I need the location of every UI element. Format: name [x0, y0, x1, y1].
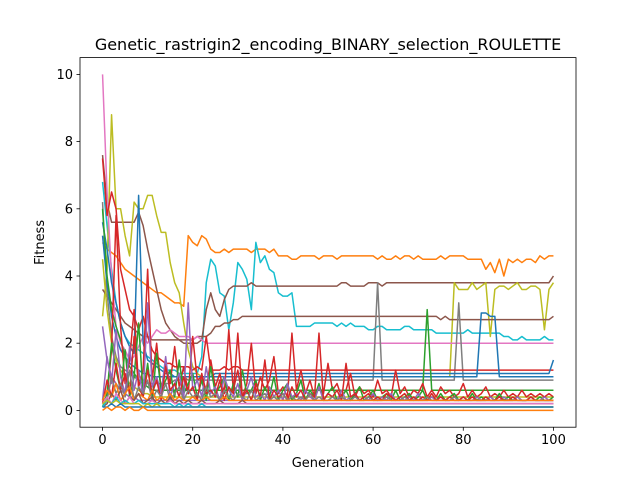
- series-line-6: [101, 74, 554, 361]
- series-layer: [101, 74, 555, 412]
- x-tick-label: 100: [541, 433, 566, 448]
- series-line-19: [101, 382, 554, 402]
- y-tick-label: 8: [65, 135, 73, 150]
- y-tick-label: 2: [65, 337, 73, 352]
- series-line-5: [101, 289, 554, 341]
- y-tick-label: 4: [65, 270, 73, 285]
- x-tick-label: 60: [365, 433, 382, 448]
- series-line-3: [101, 154, 555, 344]
- y-tick-label: 10: [56, 68, 73, 83]
- y-axis-label: Fitness: [33, 220, 48, 265]
- y-tick-label: 0: [65, 404, 73, 419]
- x-tick-label: 20: [184, 433, 201, 448]
- x-tick-label: 80: [455, 433, 472, 448]
- x-axis-ticks: 0 20 40 60 80 100: [98, 427, 566, 448]
- series-line-1: [101, 234, 554, 307]
- series-line-24: [102, 402, 554, 408]
- x-axis-label: Generation: [292, 456, 365, 471]
- x-tick-label: 40: [275, 433, 292, 448]
- series-line-21: [101, 392, 554, 405]
- x-tick-label: 0: [98, 433, 106, 448]
- y-tick-label: 6: [65, 202, 73, 217]
- series-line-13: [101, 259, 554, 398]
- axes-layer: [79, 57, 577, 428]
- y-axis-ticks: 0 2 4 6 8 10: [56, 68, 80, 419]
- plot-frame: [79, 57, 577, 428]
- chart-title: Genetic_rastrigin2_encoding_BINARY_selec…: [95, 35, 561, 55]
- series-line-25: [102, 406, 554, 412]
